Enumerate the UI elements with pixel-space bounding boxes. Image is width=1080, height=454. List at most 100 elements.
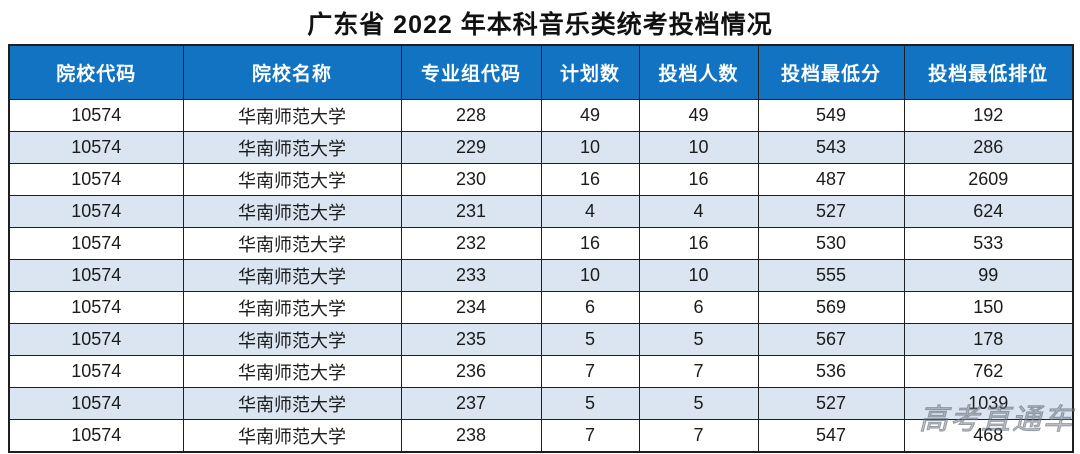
column-header: 投档最低分 bbox=[757, 44, 905, 100]
table-row: 10574 华南师范大学 234 6 6 569 150 bbox=[8, 291, 1074, 324]
table-cell: 5 bbox=[540, 387, 640, 420]
table-row: 10574 华南师范大学 233 10 10 555 99 bbox=[8, 259, 1074, 292]
page-title: 广东省 2022 年本科音乐类统考投档情况 bbox=[307, 11, 773, 39]
table-cell: 6 bbox=[540, 291, 640, 324]
table-cell: 237 bbox=[400, 387, 542, 420]
table-cell: 178 bbox=[903, 323, 1074, 356]
table-cell: 4 bbox=[540, 195, 640, 228]
table-cell: 16 bbox=[540, 227, 640, 260]
table-row: 10574 华南师范大学 238 7 7 547 468 bbox=[8, 419, 1074, 453]
table-cell: 192 bbox=[903, 99, 1074, 132]
table-cell: 569 bbox=[757, 291, 905, 324]
header-row: 院校代码 院校名称 专业组代码 计划数 投档人数 投档最低分 投档最低排位 bbox=[8, 44, 1074, 100]
table-cell: 10 bbox=[638, 259, 759, 292]
table-cell: 华南师范大学 bbox=[182, 227, 402, 260]
column-header: 院校名称 bbox=[182, 44, 402, 100]
table-row: 10574 华南师范大学 235 5 5 567 178 bbox=[8, 323, 1074, 356]
table-cell: 567 bbox=[757, 323, 905, 356]
table-cell: 530 bbox=[757, 227, 905, 260]
table-cell: 228 bbox=[400, 99, 542, 132]
table-cell: 华南师范大学 bbox=[182, 419, 402, 453]
table-row: 10574 华南师范大学 228 49 49 549 192 bbox=[8, 99, 1074, 132]
table-cell: 10574 bbox=[8, 163, 184, 196]
table-cell: 10 bbox=[638, 131, 759, 164]
table-cell: 555 bbox=[757, 259, 905, 292]
table-cell: 235 bbox=[400, 323, 542, 356]
table-cell: 549 bbox=[757, 99, 905, 132]
table-cell: 487 bbox=[757, 163, 905, 196]
table-cell: 536 bbox=[757, 355, 905, 388]
table-cell: 233 bbox=[400, 259, 542, 292]
table-cell: 543 bbox=[757, 131, 905, 164]
score-table: 院校代码 院校名称 专业组代码 计划数 投档人数 投档最低分 投档最低排位 10574 华南师… bbox=[8, 44, 1074, 453]
table-cell: 232 bbox=[400, 227, 542, 260]
table-row: 10574 华南师范大学 231 4 4 527 624 bbox=[8, 195, 1074, 228]
table-row: 10574 华南师范大学 230 16 16 487 2609 bbox=[8, 163, 1074, 196]
table-cell: 234 bbox=[400, 291, 542, 324]
table-cell: 10574 bbox=[8, 387, 184, 420]
score-table-container: 院校代码 院校名称 专业组代码 计划数 投档人数 投档最低分 投档最低排位 10574 华南师… bbox=[8, 44, 1074, 453]
table-cell: 527 bbox=[757, 195, 905, 228]
table-cell: 1039 bbox=[903, 387, 1074, 420]
table-cell: 7 bbox=[638, 355, 759, 388]
table-cell: 5 bbox=[540, 323, 640, 356]
table-cell: 229 bbox=[400, 131, 542, 164]
table-cell: 华南师范大学 bbox=[182, 195, 402, 228]
table-cell: 10574 bbox=[8, 227, 184, 260]
column-header: 投档人数 bbox=[638, 44, 759, 100]
table-cell: 527 bbox=[757, 387, 905, 420]
table-cell: 10574 bbox=[8, 99, 184, 132]
table-cell: 150 bbox=[903, 291, 1074, 324]
table-cell: 468 bbox=[903, 419, 1074, 453]
table-cell: 华南师范大学 bbox=[182, 259, 402, 292]
table-cell: 华南师范大学 bbox=[182, 291, 402, 324]
table-row: 10574 华南师范大学 237 5 5 527 1039 bbox=[8, 387, 1074, 420]
table-cell: 7 bbox=[638, 419, 759, 453]
column-header: 计划数 bbox=[540, 44, 640, 100]
table-cell: 230 bbox=[400, 163, 542, 196]
table-cell: 华南师范大学 bbox=[182, 387, 402, 420]
table-cell: 10574 bbox=[8, 355, 184, 388]
table-cell: 2609 bbox=[903, 163, 1074, 196]
table-cell: 10574 bbox=[8, 323, 184, 356]
table-cell: 236 bbox=[400, 355, 542, 388]
table-cell: 624 bbox=[903, 195, 1074, 228]
table-cell: 49 bbox=[540, 99, 640, 132]
table-cell: 6 bbox=[638, 291, 759, 324]
column-header: 专业组代码 bbox=[400, 44, 542, 100]
table-cell: 10574 bbox=[8, 419, 184, 453]
table-cell: 5 bbox=[638, 387, 759, 420]
table-cell: 10574 bbox=[8, 259, 184, 292]
table-cell: 5 bbox=[638, 323, 759, 356]
table-cell: 10574 bbox=[8, 131, 184, 164]
table-cell: 231 bbox=[400, 195, 542, 228]
table-cell: 286 bbox=[903, 131, 1074, 164]
table-cell: 4 bbox=[638, 195, 759, 228]
table-cell: 华南师范大学 bbox=[182, 99, 402, 132]
table-cell: 10574 bbox=[8, 291, 184, 324]
table-cell: 16 bbox=[638, 163, 759, 196]
table-body: 10574 华南师范大学 228 49 49 549 192 10574 华南师范大学 229 10… bbox=[8, 99, 1074, 453]
table-cell: 99 bbox=[903, 259, 1074, 292]
table-cell: 49 bbox=[638, 99, 759, 132]
table-cell: 华南师范大学 bbox=[182, 323, 402, 356]
table-cell: 10574 bbox=[8, 195, 184, 228]
table-cell: 762 bbox=[903, 355, 1074, 388]
table-row: 10574 华南师范大学 236 7 7 536 762 bbox=[8, 355, 1074, 388]
table-cell: 238 bbox=[400, 419, 542, 453]
table-cell: 7 bbox=[540, 419, 640, 453]
table-cell: 16 bbox=[540, 163, 640, 196]
column-header: 院校代码 bbox=[8, 44, 184, 100]
table-cell: 华南师范大学 bbox=[182, 131, 402, 164]
table-row: 10574 华南师范大学 229 10 10 543 286 bbox=[8, 131, 1074, 164]
table-cell: 533 bbox=[903, 227, 1074, 260]
table-cell: 547 bbox=[757, 419, 905, 453]
table-cell: 16 bbox=[638, 227, 759, 260]
table-cell: 华南师范大学 bbox=[182, 163, 402, 196]
table-cell: 10 bbox=[540, 131, 640, 164]
table-row: 10574 华南师范大学 232 16 16 530 533 bbox=[8, 227, 1074, 260]
table-cell: 10 bbox=[540, 259, 640, 292]
column-header: 投档最低排位 bbox=[903, 44, 1074, 100]
table-cell: 华南师范大学 bbox=[182, 355, 402, 388]
table-cell: 7 bbox=[540, 355, 640, 388]
